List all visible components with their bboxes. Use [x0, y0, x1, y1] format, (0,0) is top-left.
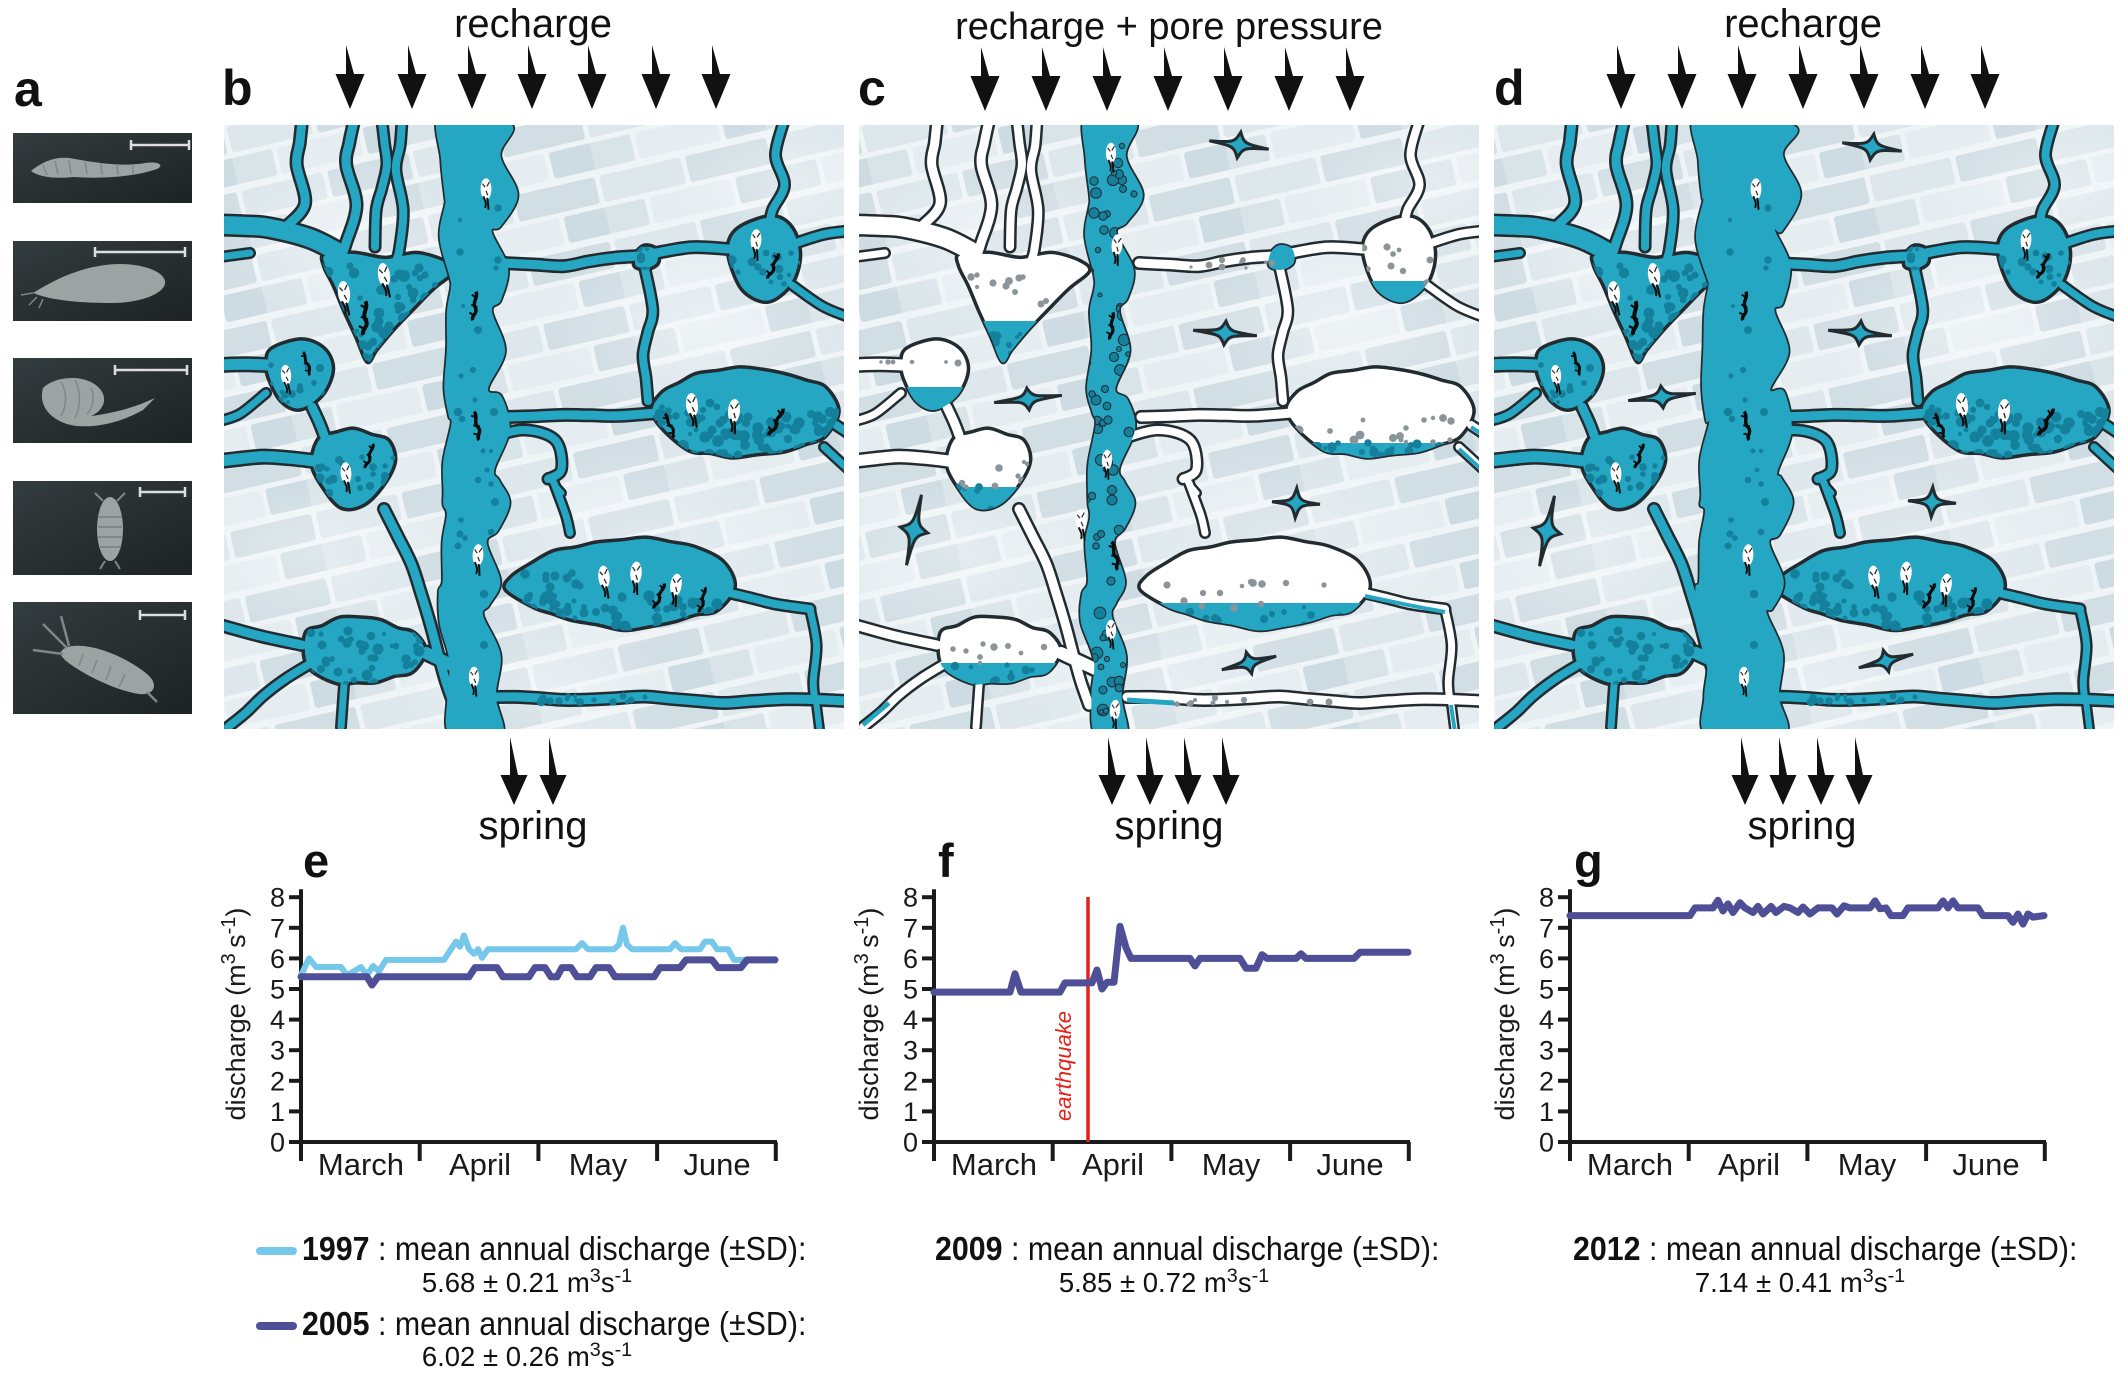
svg-text:April: April [1082, 1147, 1144, 1182]
svg-text:2: 2 [270, 1066, 285, 1096]
svg-text:8: 8 [903, 883, 918, 913]
svg-text:7: 7 [270, 913, 285, 943]
svg-text:March: March [1587, 1147, 1673, 1182]
svg-text:May: May [1838, 1147, 1897, 1182]
svg-text:discharge (m3 s-1): discharge (m3 s-1) [851, 908, 884, 1121]
svg-text:March: March [951, 1147, 1037, 1182]
svg-text:5: 5 [270, 975, 285, 1005]
svg-text:6: 6 [903, 944, 918, 974]
svg-text:3: 3 [270, 1036, 285, 1066]
svg-text:June: June [1316, 1147, 1383, 1182]
svg-text:1: 1 [270, 1097, 285, 1127]
svg-text:7: 7 [1539, 913, 1554, 943]
svg-text:6: 6 [270, 944, 285, 974]
svg-text:April: April [449, 1147, 511, 1182]
svg-text:March: March [318, 1147, 404, 1182]
svg-text:May: May [569, 1147, 628, 1182]
svg-text:1: 1 [1539, 1097, 1554, 1127]
svg-text:discharge (m3 s-1): discharge (m3 s-1) [1487, 908, 1520, 1121]
svg-text:8: 8 [270, 883, 285, 913]
svg-text:3: 3 [903, 1036, 918, 1066]
svg-text:June: June [1952, 1147, 2019, 1182]
svg-text:June: June [683, 1147, 750, 1182]
svg-text:4: 4 [270, 1005, 285, 1035]
svg-text:8: 8 [1539, 883, 1554, 913]
svg-text:6: 6 [1539, 944, 1554, 974]
svg-text:7: 7 [903, 913, 918, 943]
svg-text:earthquake: earthquake [1051, 1011, 1076, 1121]
svg-text:April: April [1718, 1147, 1780, 1182]
svg-text:2: 2 [1539, 1066, 1554, 1096]
svg-text:0: 0 [270, 1128, 285, 1158]
svg-text:2: 2 [903, 1066, 918, 1096]
svg-text:0: 0 [1539, 1128, 1554, 1158]
svg-text:0: 0 [903, 1128, 918, 1158]
svg-text:4: 4 [903, 1005, 918, 1035]
svg-text:5: 5 [1539, 975, 1554, 1005]
svg-text:1: 1 [903, 1097, 918, 1127]
svg-text:4: 4 [1539, 1005, 1554, 1035]
svg-text:5: 5 [903, 975, 918, 1005]
svg-text:May: May [1202, 1147, 1261, 1182]
svg-text:3: 3 [1539, 1036, 1554, 1066]
svg-text:discharge (m3 s-1): discharge (m3 s-1) [218, 908, 251, 1121]
